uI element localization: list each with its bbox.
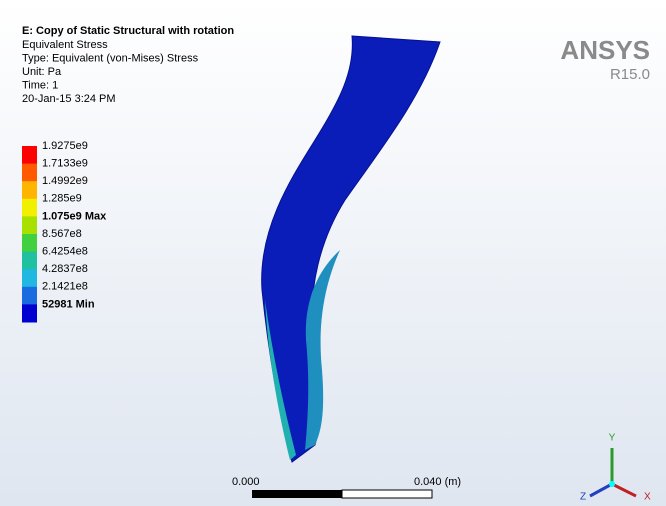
legend-label: 6.4254e8 [42, 246, 88, 258]
page: E: Copy of Static Structural with rotati… [0, 0, 666, 506]
legend-label: 1.285e9 [42, 193, 82, 205]
legend-swatch [22, 199, 37, 217]
legend-swatch [22, 234, 37, 252]
title: E: Copy of Static Structural with rotati… [22, 25, 234, 37]
legend-label: 1.9275e9 [42, 140, 88, 152]
header-line: Time: 1 [22, 79, 58, 91]
legend-label: 4.2837e8 [42, 263, 88, 275]
legend-label: 52981 Min [42, 298, 95, 310]
legend-label: 1.075e9 Max [42, 210, 107, 222]
viewport: E: Copy of Static Structural with rotati… [0, 0, 666, 506]
legend-swatch [22, 216, 37, 234]
logo-name: ANSYS [560, 35, 650, 65]
x-label: X [644, 492, 651, 503]
header-line: Equivalent Stress [22, 39, 108, 51]
legend-label: 2.1421e8 [42, 281, 88, 293]
scale-segment [342, 490, 432, 498]
header-line: 20-Jan-15 3:24 PM [22, 93, 116, 105]
legend-swatch [22, 164, 37, 182]
legend-swatch [22, 146, 37, 164]
legend-swatch [22, 304, 37, 322]
origin [609, 481, 615, 487]
header-line: Unit: Pa [22, 66, 62, 78]
legend-swatch [22, 269, 37, 287]
legend-swatch [22, 181, 37, 199]
header-line: Type: Equivalent (von-Mises) Stress [22, 52, 199, 64]
legend-swatch [22, 287, 37, 305]
scale-segment [252, 490, 342, 498]
logo-version: R15.0 [610, 66, 650, 83]
legend-label: 1.4992e9 [42, 175, 88, 187]
y-label: Y [609, 433, 616, 444]
z-label: Z [580, 492, 586, 503]
legend-label: 1.7133e9 [42, 158, 88, 170]
legend-swatch [22, 252, 37, 270]
legend-label: 8.567e8 [42, 228, 82, 240]
scale-start: 0.000 [232, 476, 260, 488]
background [0, 0, 666, 506]
scale-end: 0.040 (m) [414, 476, 461, 488]
